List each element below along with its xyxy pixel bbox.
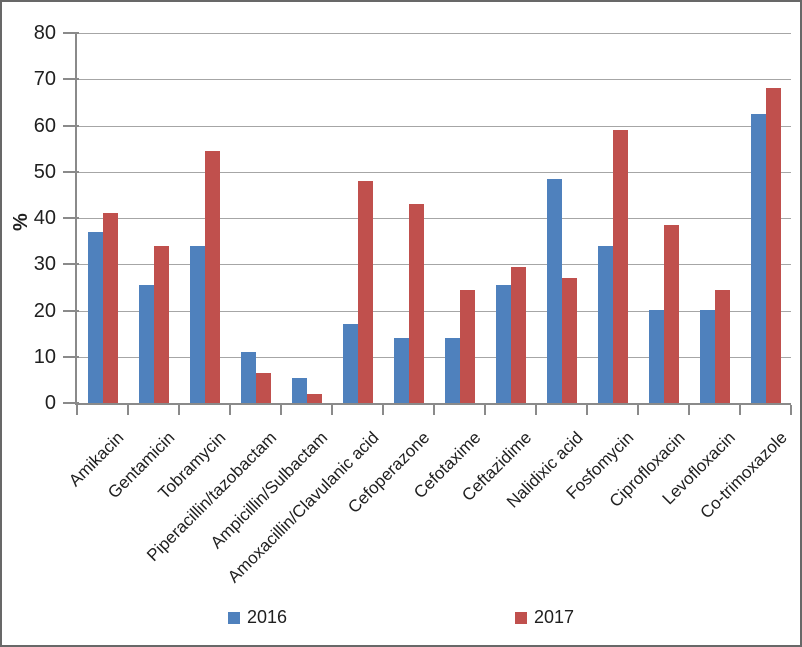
y-tick-label-0: 0 xyxy=(44,392,56,414)
y-tick-label-80: 80 xyxy=(33,22,56,44)
y-tick-80 xyxy=(63,32,79,34)
x-tick-12 xyxy=(688,405,690,415)
y-tick-10 xyxy=(63,356,79,358)
bar-2016-gentamicin xyxy=(139,285,154,403)
x-tick-0 xyxy=(76,405,78,415)
y-axis-line xyxy=(75,33,77,405)
y-tick-70 xyxy=(63,78,79,80)
bar-2016-fosfomycin xyxy=(598,246,613,403)
bar-2017-ciprofloxacin xyxy=(664,225,679,403)
bar-2017-gentamicin xyxy=(154,246,169,403)
bar-2017-cefotaxime xyxy=(460,290,475,403)
bar-2017-nalidixic-acid xyxy=(562,278,577,403)
bar-2016-co-trimoxazole xyxy=(751,114,766,403)
x-tick-10 xyxy=(586,405,588,415)
x-tick-13 xyxy=(739,405,741,415)
x-tick-7 xyxy=(433,405,435,415)
y-tick-40 xyxy=(63,217,79,219)
legend-label-2017: 2017 xyxy=(534,607,575,627)
y-axis-title: % xyxy=(10,213,32,231)
bar-2016-levofloxacin xyxy=(700,310,715,403)
bar-2016-ampicillin-sulbactam xyxy=(292,378,307,403)
legend-item-2017: 2017 xyxy=(515,607,574,628)
y-tick-label-30: 30 xyxy=(33,253,56,275)
bar-2017-fosfomycin xyxy=(613,130,628,403)
bar-2017-levofloxacin xyxy=(715,290,730,403)
x-tick-4 xyxy=(280,405,282,415)
x-tick-3 xyxy=(229,405,231,415)
bar-2017-tobramycin xyxy=(205,151,220,403)
gridline-20 xyxy=(77,311,791,312)
gridline-40 xyxy=(77,218,791,219)
legend-label-2016: 2016 xyxy=(247,607,288,627)
y-tick-label-70: 70 xyxy=(33,68,56,90)
gridline-70 xyxy=(77,79,791,80)
legend-swatch-2016 xyxy=(228,611,240,624)
gridline-10 xyxy=(77,357,791,358)
legend-item-2016: 2016 xyxy=(228,607,287,628)
bar-2017-ceftazidime xyxy=(511,267,526,403)
bar-2017-cefoperazone xyxy=(409,204,424,403)
bar-2017-amoxacillin-clavulanic-acid xyxy=(358,181,373,403)
bar-2016-ciprofloxacin xyxy=(649,310,664,403)
bar-2017-piperacillin-tazobactam xyxy=(256,373,271,403)
x-axis-line xyxy=(75,403,791,405)
x-tick-5 xyxy=(331,405,333,415)
bar-2016-cefoperazone xyxy=(394,338,409,403)
y-tick-label-50: 50 xyxy=(33,161,56,183)
gridline-60 xyxy=(77,126,791,127)
bar-2016-ceftazidime xyxy=(496,285,511,403)
y-tick-label-10: 10 xyxy=(33,346,56,368)
bar-2017-ampicillin-sulbactam xyxy=(307,394,322,403)
x-tick-14 xyxy=(790,405,792,415)
y-tick-30 xyxy=(63,263,79,265)
y-tick-0 xyxy=(63,402,79,404)
legend-swatch-2017 xyxy=(515,611,527,624)
x-tick-8 xyxy=(484,405,486,415)
gridline-30 xyxy=(77,264,791,265)
y-tick-20 xyxy=(63,310,79,312)
bar-2017-co-trimoxazole xyxy=(766,88,781,403)
y-tick-60 xyxy=(63,125,79,127)
bar-2016-piperacillin-tazobactam xyxy=(241,352,256,403)
bar-2016-tobramycin xyxy=(190,246,205,403)
bar-2017-amikacin xyxy=(103,213,118,403)
x-tick-6 xyxy=(382,405,384,415)
y-tick-label-60: 60 xyxy=(33,115,56,137)
gridline-80 xyxy=(77,33,791,34)
bar-2016-cefotaxime xyxy=(445,338,460,403)
x-tick-1 xyxy=(127,405,129,415)
y-tick-label-20: 20 xyxy=(33,300,56,322)
bar-2016-amoxacillin-clavulanic-acid xyxy=(343,324,358,403)
x-tick-2 xyxy=(178,405,180,415)
y-tick-label-40: 40 xyxy=(33,207,56,229)
bar-2016-amikacin xyxy=(88,232,103,403)
x-tick-9 xyxy=(535,405,537,415)
bar-2016-nalidixic-acid xyxy=(547,179,562,403)
x-tick-11 xyxy=(637,405,639,415)
gridline-50 xyxy=(77,172,791,173)
y-tick-50 xyxy=(63,171,79,173)
